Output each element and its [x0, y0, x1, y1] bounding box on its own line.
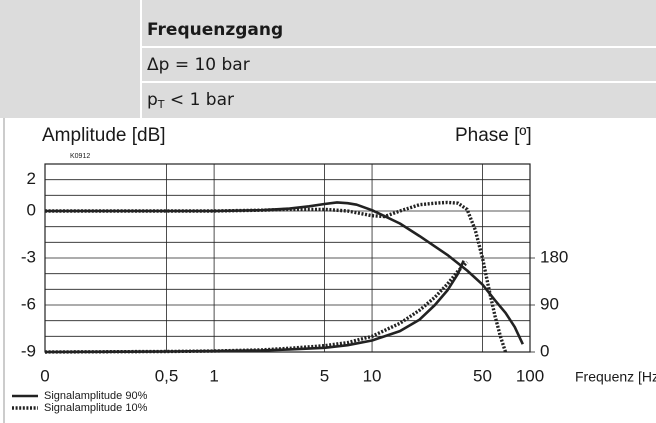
- y-tick-label: -6: [21, 294, 36, 313]
- y-tick-label: 2: [27, 169, 36, 188]
- legend-label: Signalamplitude 90%: [44, 390, 148, 402]
- y-tick-label: -3: [21, 247, 36, 266]
- y2-axis-label: Phase [º]: [455, 125, 532, 146]
- header-line: Δp = 10 bar: [147, 55, 250, 75]
- header-title: Frequenzgang: [147, 20, 283, 40]
- x-tick-label: 5: [320, 366, 329, 385]
- x-tick-label: 1: [209, 366, 218, 385]
- header-text: p: [147, 90, 158, 110]
- y2-tick-label: 180: [540, 247, 568, 266]
- x-axis-label: Frequenz [Hz]: [575, 369, 656, 385]
- y-tick-label: -9: [21, 341, 36, 360]
- y-axis-label: Amplitude [dB]: [42, 125, 166, 146]
- header-band: [0, 0, 656, 118]
- x-origin-label: 0: [40, 366, 49, 385]
- header-subscript: T: [157, 98, 165, 111]
- x-tick-label: 50: [473, 366, 492, 385]
- legend-label: Signalamplitude 10%: [44, 402, 148, 414]
- x-tick-label: 0,5: [155, 366, 179, 385]
- x-tick-label: 10: [363, 366, 382, 385]
- x-tick-label: 100: [516, 366, 544, 385]
- y-tick-label: 0: [27, 200, 36, 219]
- y2-tick-label: 0: [540, 341, 549, 360]
- y2-tick-label: 90: [540, 294, 559, 313]
- chart-code: K0912: [70, 153, 90, 160]
- header-line: pT < 1 bar: [147, 90, 234, 111]
- plot-frame: [44, 163, 531, 353]
- series-line: [45, 200, 508, 353]
- series-line: [44, 260, 465, 354]
- series-line: [44, 260, 469, 354]
- header-text: < 1 bar: [165, 90, 234, 110]
